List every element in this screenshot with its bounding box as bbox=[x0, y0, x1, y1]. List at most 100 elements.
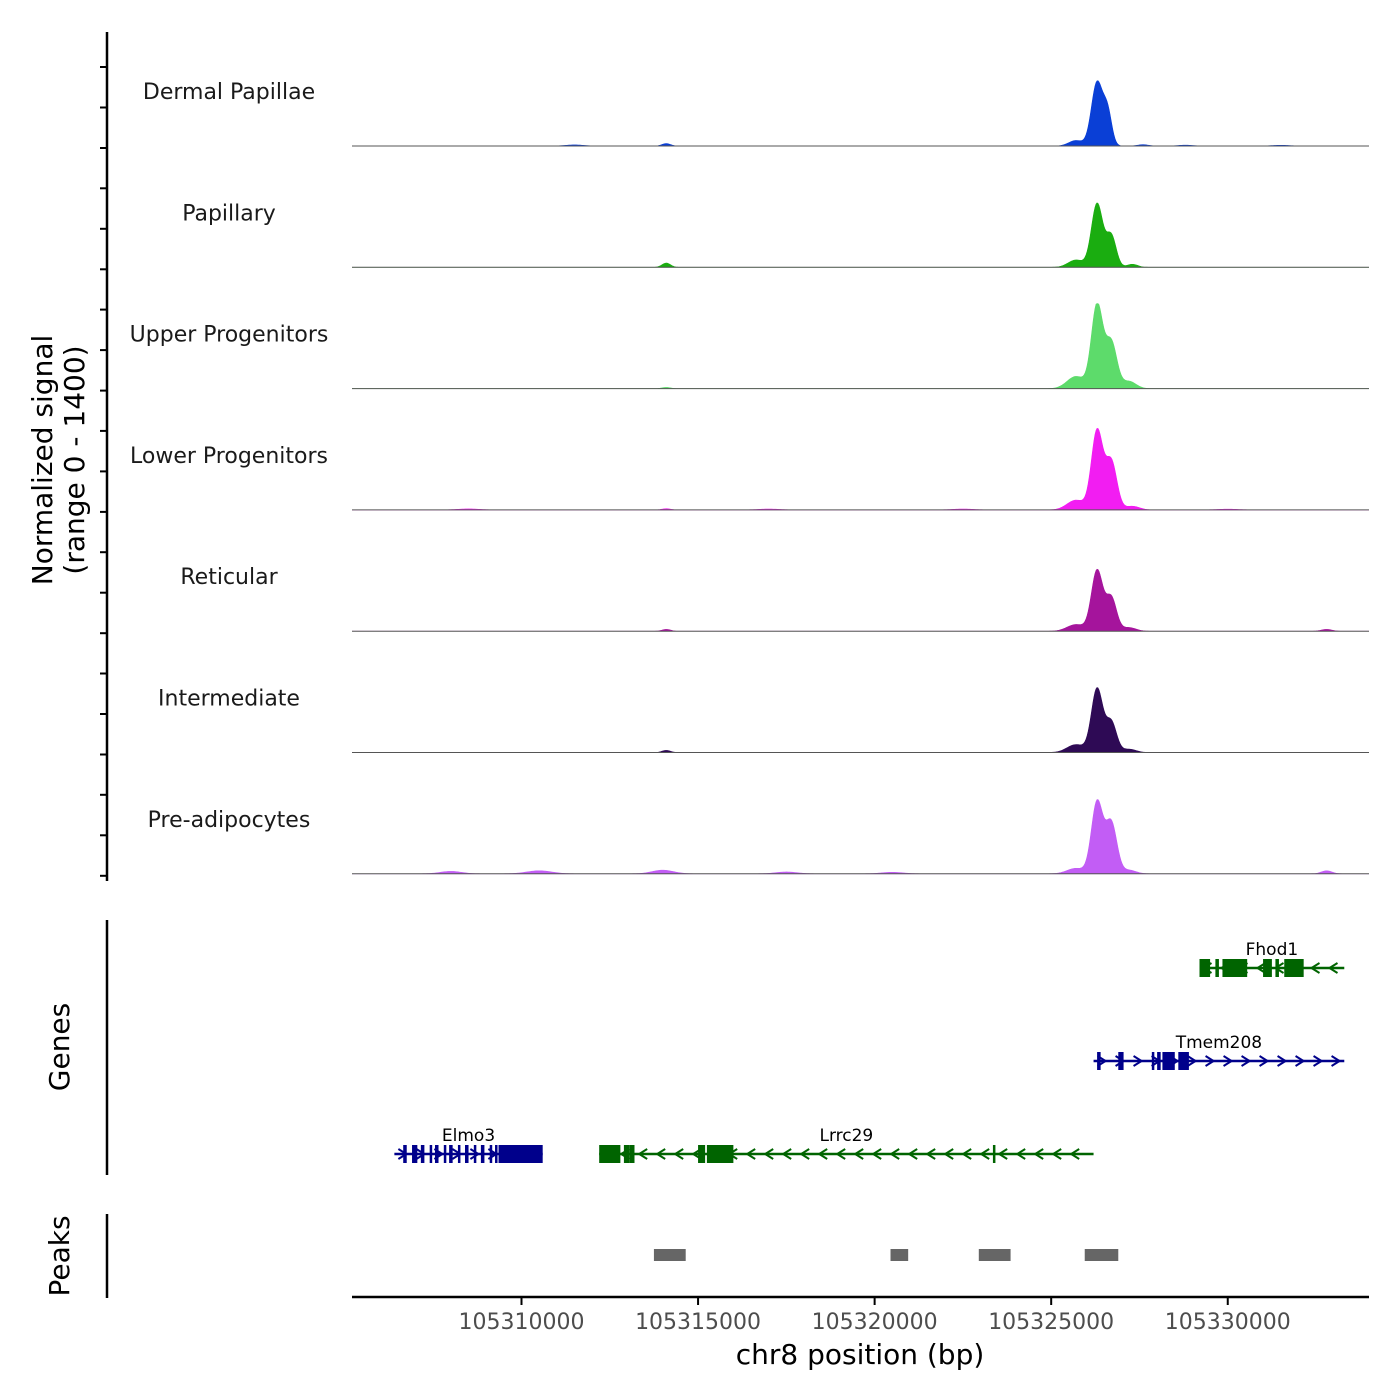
x-axis-label: chr8 position (bp) bbox=[736, 1338, 985, 1371]
strand-arrow bbox=[763, 1148, 774, 1160]
coverage-track: Lower Progenitors bbox=[130, 428, 1369, 511]
exon-block bbox=[1097, 1052, 1101, 1070]
peaks-y-axis-label: Peaks bbox=[43, 1215, 76, 1296]
coverage-tracks: Dermal Papillae Papillary Upper Progenitor… bbox=[130, 80, 1369, 875]
strand-arrow bbox=[1133, 1055, 1144, 1067]
coverage-area bbox=[352, 568, 1369, 632]
strand-arrow bbox=[1069, 1148, 1080, 1160]
gene-model: Fhod1 bbox=[1199, 940, 1345, 977]
strand-arrow bbox=[853, 1148, 864, 1160]
x-axis: 105310000 105315000 105320000 105325000 1053… bbox=[352, 1295, 1369, 1371]
coverage-track: Upper Progenitors bbox=[130, 303, 1369, 390]
exon-block bbox=[992, 1145, 996, 1163]
gene-model: Lrrc29 bbox=[599, 1126, 1094, 1163]
strand-arrow bbox=[1241, 1055, 1252, 1067]
coverage-y-axis-label-line1: Normalized signal bbox=[26, 335, 59, 586]
exon-block bbox=[1275, 959, 1279, 977]
exon-block bbox=[495, 1145, 498, 1163]
strand-arrow bbox=[1327, 962, 1339, 974]
gene-label: Lrrc29 bbox=[819, 1126, 873, 1146]
exon-block bbox=[489, 1145, 493, 1163]
exon-block bbox=[698, 1145, 706, 1163]
exon-block bbox=[429, 1145, 433, 1163]
coverage-area bbox=[352, 303, 1369, 389]
strand-arrow bbox=[1313, 1055, 1324, 1067]
strand-arrow bbox=[1295, 1055, 1306, 1067]
exon-block bbox=[629, 1145, 635, 1163]
coverage-area bbox=[352, 428, 1369, 511]
strand-arrow bbox=[925, 1148, 936, 1160]
exon-block bbox=[1284, 959, 1304, 977]
exon-block bbox=[1215, 959, 1219, 977]
exon-block bbox=[498, 1145, 543, 1163]
exon-block bbox=[449, 1145, 453, 1163]
strand-arrow bbox=[799, 1148, 810, 1160]
strand-arrow bbox=[781, 1148, 792, 1160]
coverage-y-ticks bbox=[100, 66, 107, 877]
track-label: Dermal Papillae bbox=[143, 80, 315, 105]
strand-arrow bbox=[979, 1148, 990, 1160]
coverage-y-axis-label-line2: (range 0 - 1400) bbox=[58, 345, 91, 574]
strand-arrow bbox=[1259, 1055, 1270, 1067]
gene-model: Elmo3 bbox=[394, 1126, 543, 1163]
exon-block bbox=[403, 1145, 407, 1163]
gene-label: Fhod1 bbox=[1246, 940, 1299, 960]
coverage-track: Intermediate bbox=[158, 687, 1369, 753]
coverage-panel: Normalized signal (range 0 - 1400) Derma… bbox=[26, 32, 1369, 881]
exon-block bbox=[412, 1145, 418, 1163]
strand-arrow bbox=[961, 1148, 972, 1160]
strand-arrow bbox=[1033, 1148, 1044, 1160]
strand-arrow bbox=[1223, 1055, 1234, 1067]
exon-block bbox=[465, 1145, 469, 1163]
track-label: Lower Progenitors bbox=[130, 444, 328, 469]
peak-region bbox=[978, 1249, 1011, 1261]
exon-block bbox=[473, 1145, 477, 1163]
exon-block bbox=[623, 1145, 630, 1163]
strand-arrow bbox=[943, 1148, 954, 1160]
exon-block bbox=[1118, 1052, 1124, 1070]
strand-arrow bbox=[889, 1148, 900, 1160]
track-label: Pre-adipocytes bbox=[148, 808, 311, 833]
exon-block bbox=[1178, 1052, 1189, 1070]
strand-arrow bbox=[673, 1148, 684, 1160]
x-tick-label: 105310000 bbox=[459, 1310, 585, 1335]
exon-block bbox=[480, 1145, 485, 1163]
coverage-track: Dermal Papillae bbox=[143, 80, 1369, 147]
strand-arrow bbox=[907, 1148, 918, 1160]
x-tick-label: 105325000 bbox=[988, 1310, 1114, 1335]
track-label: Papillary bbox=[182, 201, 276, 226]
peak-region bbox=[890, 1249, 909, 1261]
strand-arrow bbox=[1309, 962, 1321, 974]
gene-model: Tmem208 bbox=[1093, 1033, 1345, 1070]
exon-block bbox=[457, 1145, 461, 1163]
strand-arrow bbox=[745, 1148, 756, 1160]
peaks-panel: Peaks bbox=[43, 1214, 1119, 1298]
track-label: Reticular bbox=[180, 565, 278, 590]
peak-region bbox=[653, 1249, 686, 1261]
strand-arrow bbox=[1255, 962, 1267, 974]
exon-block bbox=[1222, 959, 1248, 977]
strand-arrow bbox=[1205, 1055, 1216, 1067]
gene-label: Tmem208 bbox=[1175, 1033, 1262, 1053]
x-tick-label: 105320000 bbox=[812, 1310, 938, 1335]
strand-arrow bbox=[871, 1148, 882, 1160]
strand-arrow bbox=[1331, 1055, 1342, 1067]
x-tick-label: 105330000 bbox=[1165, 1310, 1291, 1335]
exon-block bbox=[420, 1145, 425, 1163]
coverage-track: Reticular bbox=[180, 565, 1369, 632]
strand-arrow bbox=[655, 1148, 666, 1160]
exon-block bbox=[434, 1145, 439, 1163]
coverage-area bbox=[352, 202, 1369, 268]
strand-arrow bbox=[997, 1148, 1008, 1160]
strand-arrow bbox=[817, 1148, 828, 1160]
strand-arrow bbox=[1051, 1148, 1062, 1160]
strand-arrow bbox=[469, 1148, 481, 1160]
exon-block bbox=[1157, 1052, 1161, 1070]
strand-arrow bbox=[1187, 1055, 1198, 1067]
coverage-area bbox=[352, 80, 1369, 147]
coverage-track: Pre-adipocytes bbox=[148, 799, 1369, 875]
track-label: Intermediate bbox=[158, 687, 300, 712]
genes-panel: Genes Fhod1 Tmem208 Elmo3 Lrrc29 bbox=[43, 920, 1345, 1175]
strand-arrow bbox=[835, 1148, 846, 1160]
strand-arrow bbox=[637, 1148, 648, 1160]
